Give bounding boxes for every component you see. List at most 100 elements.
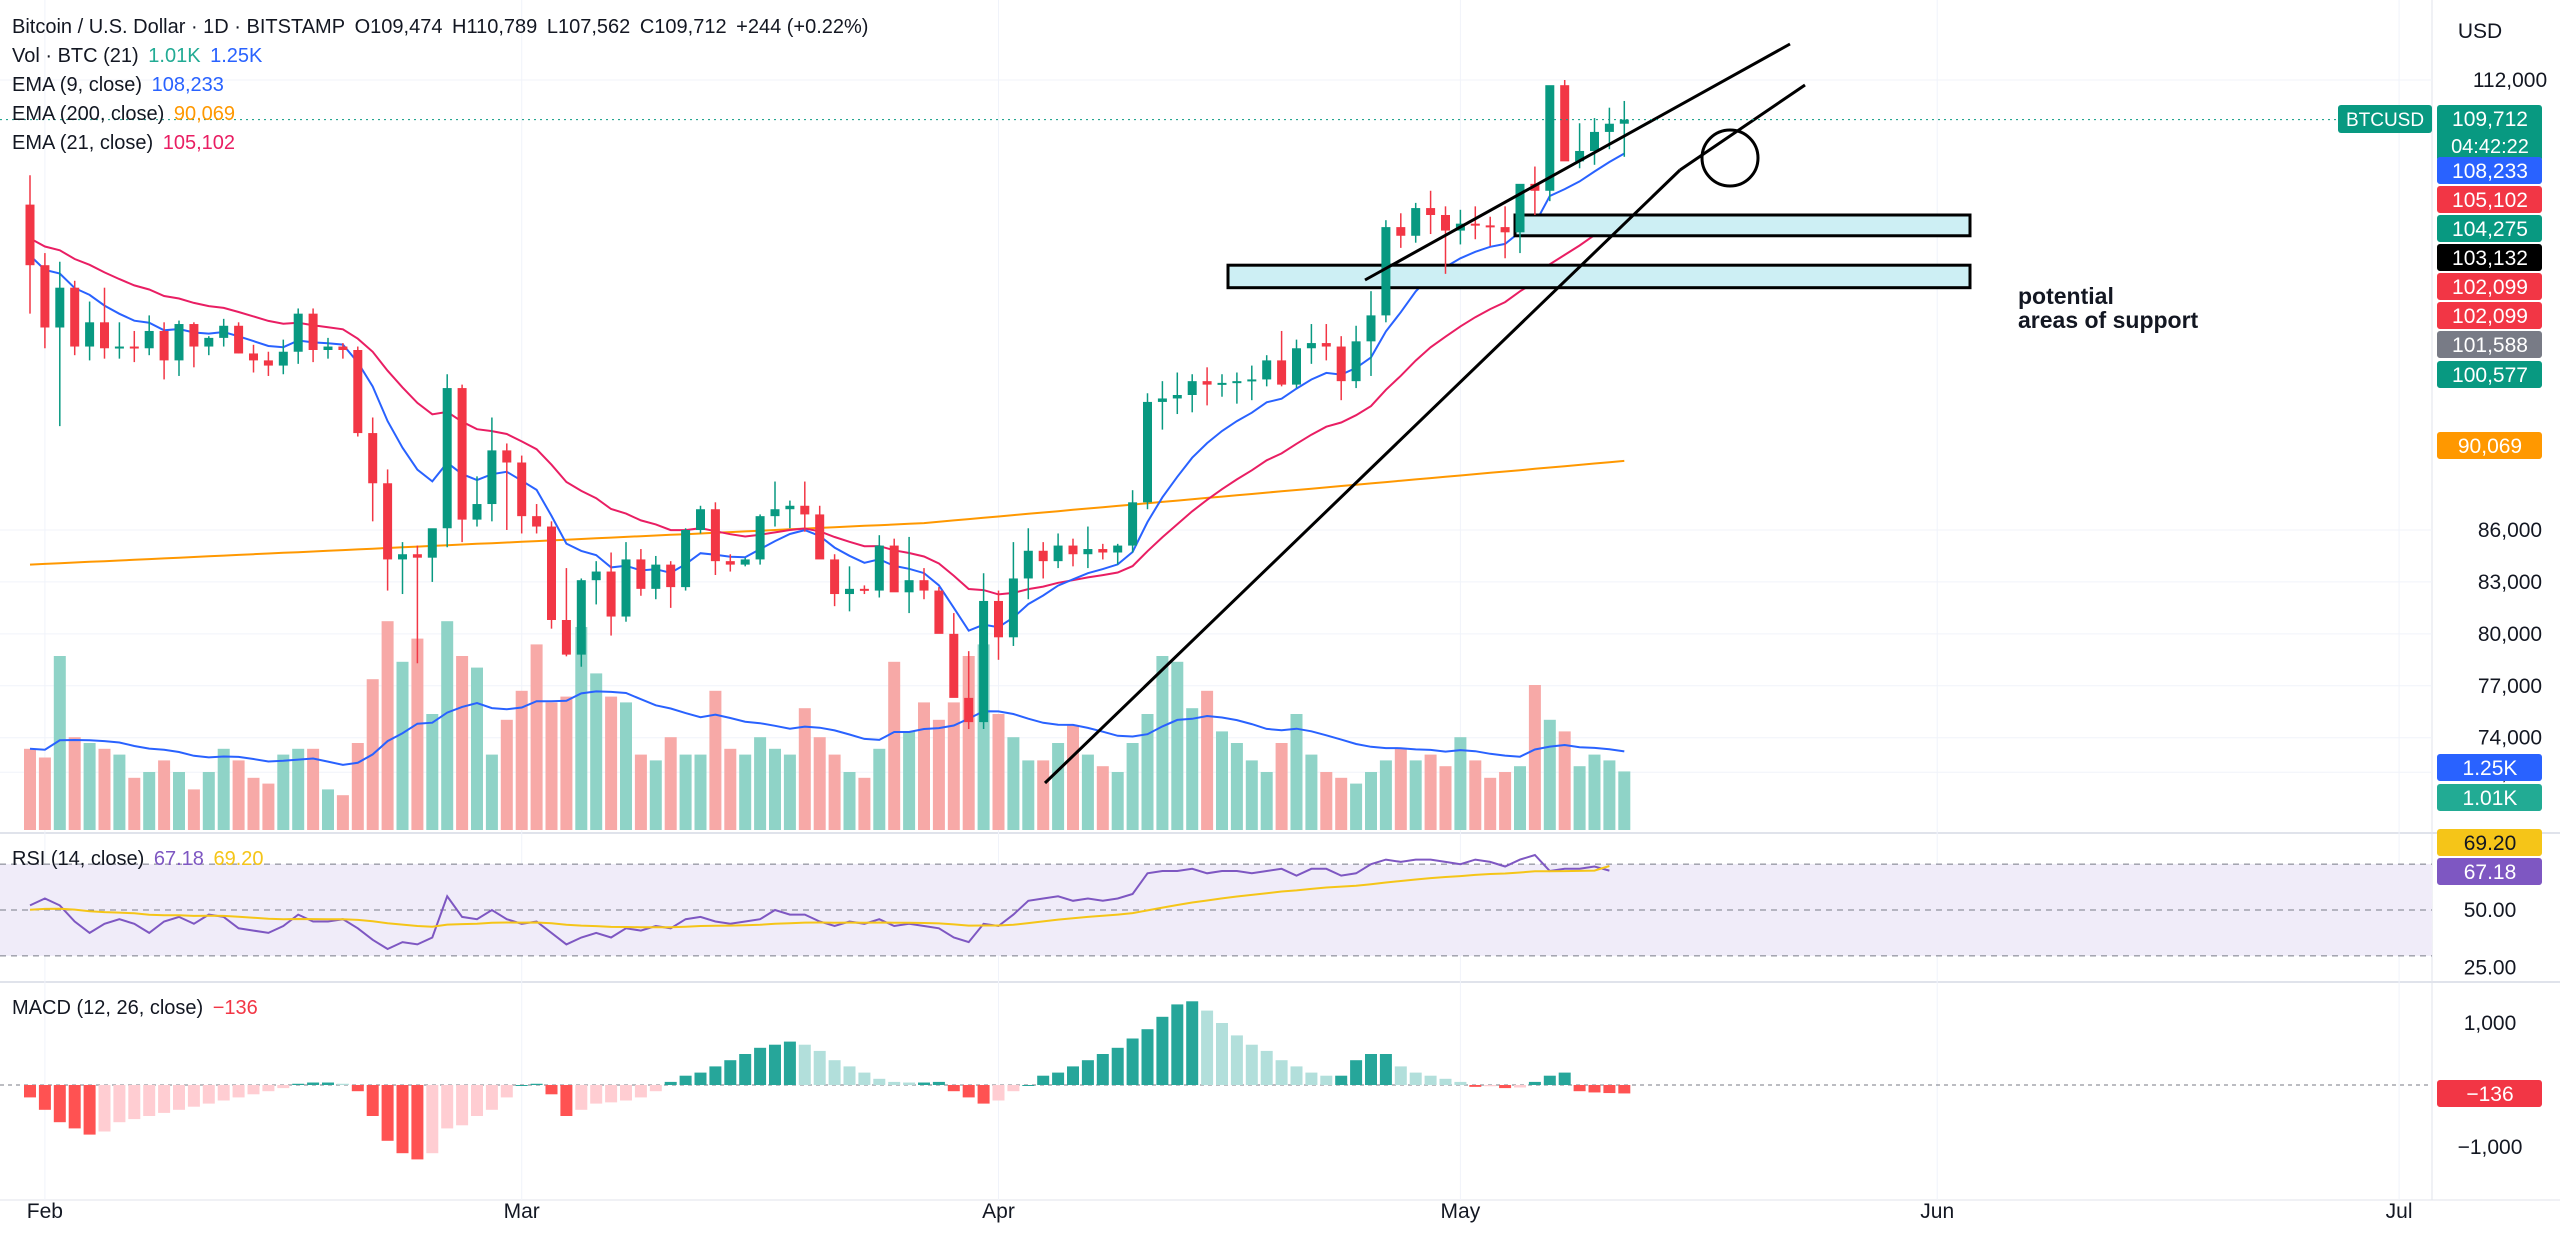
macd-histogram-bar bbox=[1424, 1075, 1437, 1085]
candle-body bbox=[278, 351, 288, 366]
volume-badge-value: 1.01K bbox=[2463, 787, 2518, 810]
price-tick-label: 86,000 bbox=[2478, 519, 2542, 542]
volume-bar bbox=[98, 748, 111, 830]
rsi-value: 67.18 bbox=[153, 848, 204, 870]
macd-histogram-bar bbox=[173, 1085, 185, 1110]
macd-histogram-bar bbox=[1201, 1010, 1214, 1085]
candle-body bbox=[1172, 395, 1182, 399]
macd-histogram-bar bbox=[1320, 1075, 1333, 1085]
macd-histogram-bar bbox=[1379, 1054, 1392, 1085]
price-tick-label: 74,000 bbox=[2478, 727, 2542, 750]
candle-body bbox=[770, 509, 780, 517]
candle-body bbox=[1381, 227, 1391, 316]
volume-bar bbox=[783, 754, 796, 830]
macd-histogram-bar bbox=[769, 1044, 781, 1085]
volume-bar bbox=[724, 748, 737, 830]
support-zone bbox=[1513, 213, 1972, 238]
ohlc-high: H110,789 bbox=[452, 16, 538, 38]
price-badge-value: 90,069 bbox=[2458, 435, 2522, 458]
candle-body bbox=[576, 580, 586, 655]
volume-bar bbox=[1365, 772, 1377, 830]
rsi-badge-value: 69.20 bbox=[2464, 832, 2517, 855]
macd-histogram-bar bbox=[1409, 1072, 1422, 1085]
volume-bar bbox=[1260, 772, 1273, 830]
legend-ema9[interactable]: EMA (9, close) 108,233 bbox=[12, 74, 228, 97]
candle-body bbox=[1187, 381, 1197, 395]
candle-body bbox=[40, 265, 50, 328]
volume-value: 1.01K bbox=[148, 45, 201, 67]
volume-bar bbox=[590, 673, 603, 830]
macd-histogram-bar bbox=[634, 1085, 647, 1098]
volume-bar bbox=[798, 708, 811, 830]
price-tick-label: 77,000 bbox=[2478, 675, 2542, 698]
candle-body bbox=[472, 504, 482, 520]
volume-bar bbox=[173, 772, 185, 830]
time-tick-label: Jul bbox=[2386, 1200, 2413, 1223]
legend-ema200[interactable]: EMA (200, close) 90,069 bbox=[12, 103, 239, 126]
candle-body bbox=[189, 324, 199, 347]
candle-body bbox=[1619, 119, 1629, 124]
candle-body bbox=[532, 516, 542, 527]
candle-body bbox=[1590, 131, 1599, 151]
time-tick-label: Jun bbox=[1920, 1200, 1954, 1223]
volume-ma-line bbox=[29, 690, 1625, 766]
highlight-circle bbox=[1700, 128, 1760, 188]
price-tick-label: 83,000 bbox=[2478, 571, 2542, 594]
volume-bar bbox=[307, 748, 320, 830]
macd-histogram-bar bbox=[813, 1050, 826, 1085]
macd-histogram-bar bbox=[888, 1081, 901, 1085]
macd-histogram-bar bbox=[1052, 1072, 1065, 1085]
macd-histogram-bar bbox=[962, 1085, 975, 1098]
macd-histogram-bar bbox=[947, 1085, 960, 1092]
volume-badge bbox=[2437, 784, 2542, 811]
candle-body bbox=[85, 322, 95, 347]
volume-bar bbox=[754, 737, 767, 830]
candle-body bbox=[1038, 550, 1048, 562]
candle-body bbox=[1098, 549, 1108, 553]
volume-bar bbox=[1290, 714, 1303, 830]
symbol-title[interactable]: Bitcoin / U.S. Dollar · 1D · BITSTAMP bbox=[12, 16, 346, 38]
macd-histogram-bar bbox=[620, 1085, 632, 1101]
macd-histogram-bar bbox=[783, 1041, 796, 1085]
annotation-line2: areas of support bbox=[2018, 307, 2199, 333]
legend-macd[interactable]: MACD (12, 26, close) −136 bbox=[12, 997, 262, 1020]
ema9-value: 108,233 bbox=[151, 74, 224, 96]
candle-body bbox=[1426, 208, 1436, 215]
volume-bar bbox=[1037, 760, 1050, 830]
candle-body bbox=[502, 450, 512, 463]
rsi-tick-label: 50.00 bbox=[2464, 899, 2517, 922]
candle-body bbox=[561, 620, 571, 655]
candle-body bbox=[1202, 381, 1212, 385]
candle-body bbox=[740, 559, 750, 565]
volume-bar bbox=[1528, 685, 1541, 830]
volume-bar bbox=[605, 696, 618, 830]
candle-body bbox=[487, 450, 497, 505]
candle-body bbox=[1113, 545, 1123, 553]
legend-volume[interactable]: Vol · BTC (21) 1.01K 1.25K bbox=[12, 45, 266, 68]
volume-bar bbox=[813, 737, 826, 830]
volume-bar bbox=[1216, 731, 1228, 830]
macd-histogram-bar bbox=[1245, 1044, 1258, 1085]
legend-rsi[interactable]: RSI (14, close) 67.18 69.20 bbox=[12, 848, 268, 871]
legend-ema21[interactable]: EMA (21, close) 105,102 bbox=[12, 132, 239, 155]
volume-bar bbox=[441, 621, 454, 830]
candle-body bbox=[979, 600, 989, 723]
candle-body bbox=[442, 388, 452, 529]
volume-bar bbox=[485, 754, 498, 830]
volume-bar bbox=[1201, 690, 1214, 830]
volume-bar bbox=[351, 743, 364, 830]
volume-bar bbox=[1067, 725, 1079, 830]
volume-bar bbox=[1588, 754, 1601, 830]
volume-badge-value: 1.25K bbox=[2463, 757, 2518, 780]
candle-body bbox=[517, 462, 527, 517]
volume-bar bbox=[1484, 777, 1497, 830]
volume-bar bbox=[1409, 760, 1422, 830]
macd-histogram-bar bbox=[679, 1075, 692, 1085]
price-badge-value: 102,099 bbox=[2452, 305, 2528, 328]
macd-histogram-bar bbox=[247, 1085, 260, 1095]
macd-histogram-bar bbox=[158, 1085, 171, 1113]
time-tick-label: Apr bbox=[982, 1200, 1015, 1223]
volume-bar bbox=[1022, 760, 1035, 830]
macd-histogram-bar bbox=[1230, 1035, 1243, 1085]
